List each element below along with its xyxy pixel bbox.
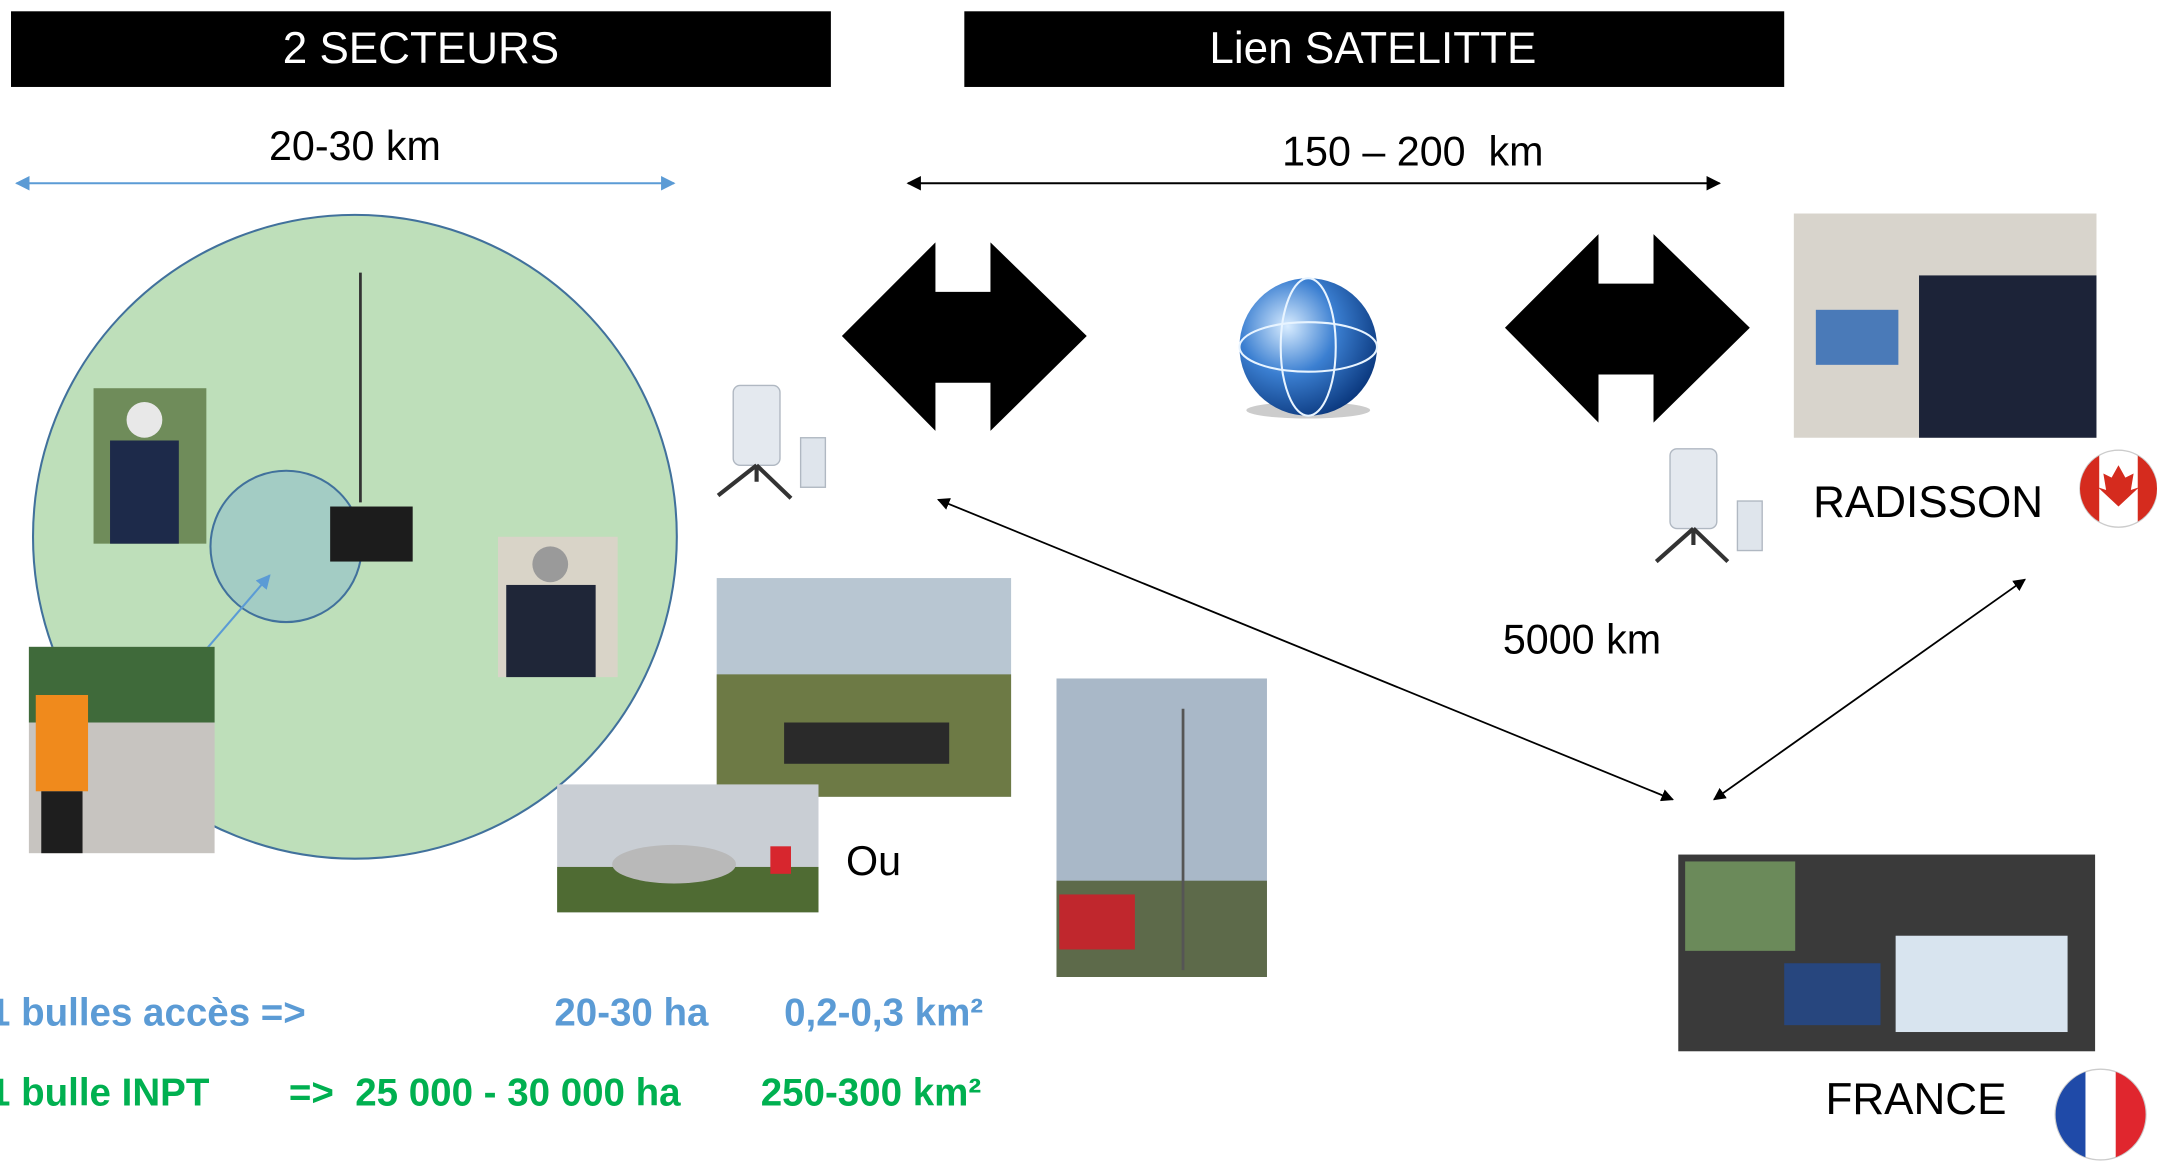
header-left: 2 SECTEURS [283,24,559,73]
distance-label: 20-30 km [269,123,441,169]
distance-label: 150 – 200 km [1282,128,1543,174]
satellite-terminal [718,385,825,498]
slide: 2 SECTEURS Lien SATELITTE 20-30 km 150 –… [0,0,2157,1163]
flag-canada [2080,450,2157,527]
globe-icon [1239,278,1377,418]
link-arrow [1505,234,1750,422]
photo-drone-operator [29,647,215,853]
legend: 1 bulles accès => 20-30 ha 0,2-0,3 km² 1… [0,992,983,1115]
legend-text: 1 bulle INPT [0,1071,210,1114]
photo-firefighter [94,388,207,543]
photo-france-room [1678,855,2095,1052]
legend-text: => 25 000 - 30 000 ha [289,1071,681,1114]
site-label: RADISSON [1813,478,2043,527]
or-label: Ou [846,838,901,884]
link-line [1714,579,2025,799]
equipment [330,507,413,562]
legend-text: 250-300 km² [761,1071,982,1114]
page: 2 SECTEURS Lien SATELITTE 20-30 km 150 –… [0,0,2157,1163]
legend-text: 0,2-0,3 km² [784,992,983,1035]
site-label: FRANCE [1825,1075,2006,1124]
flag-france [2055,1069,2146,1160]
legend-text: 20-30 ha [554,992,709,1035]
link-arrow [842,242,1087,430]
legend-text: 1 bulles accès => [0,992,306,1035]
photo-radisson-operator [1794,214,2097,438]
photo-firefighter [498,537,618,677]
satellite-terminal [1656,449,1762,562]
photo-mast [1056,678,1266,977]
header-right: Lien SATELITTE [1209,24,1536,73]
photo-helicopter [557,784,818,912]
photo-field-kit [717,578,1011,797]
distance-label: 5000 km [1503,617,1661,663]
